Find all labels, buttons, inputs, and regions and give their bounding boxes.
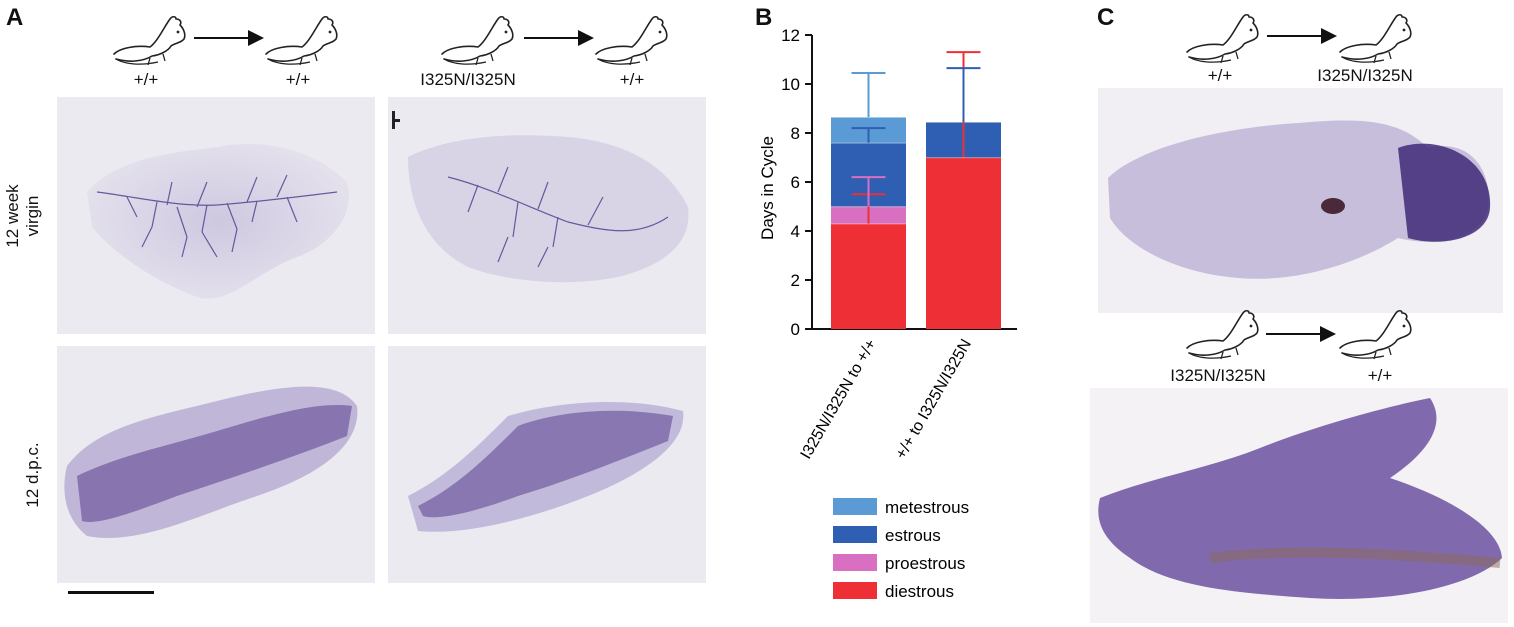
- panel-label-c: C: [1097, 4, 1115, 31]
- panel-label-a: A: [6, 4, 24, 31]
- arrow-right-icon: [1266, 326, 1336, 342]
- y-tick-label: 0: [791, 320, 800, 339]
- y-tick-label: 2: [791, 271, 800, 290]
- whole-mount-image: [388, 97, 706, 334]
- whole-mount-image: [1098, 88, 1503, 313]
- row-label-pregnant: 12 d.p.c.: [23, 442, 42, 508]
- donor-mouse-icon: [441, 15, 514, 66]
- genotype-label: I325N/I325N: [420, 70, 516, 89]
- genotype-label: I325N/I325N: [1317, 66, 1413, 85]
- row-label-virgin: 12 week virgin: [3, 184, 42, 248]
- genotype-label: +/+: [285, 70, 311, 89]
- legend-swatch-diestrous: [833, 582, 877, 599]
- y-tick-label: 12: [781, 26, 800, 45]
- legend-swatch-estrous: [833, 526, 877, 543]
- genotype-label: +/+: [1207, 66, 1233, 85]
- donor-mouse-icon: [1186, 309, 1259, 360]
- y-tick-label: 8: [791, 124, 800, 143]
- legend-label-diestrous: diestrous: [885, 582, 954, 601]
- y-tick-label: 4: [791, 222, 800, 241]
- chart-categories: I325N/I325N to +/+ +/+ to I325N/I325N: [798, 337, 975, 463]
- y-tick-label: 6: [791, 173, 800, 192]
- scale-bar: [68, 591, 154, 594]
- arrow-right-icon: [194, 30, 264, 46]
- whole-mount-image: [1090, 388, 1508, 623]
- whole-mount-image: [57, 346, 375, 583]
- y-tick-label: 10: [781, 75, 800, 94]
- recipient-mouse-icon: [1339, 309, 1412, 360]
- y-axis-label: Days in Cycle: [758, 136, 777, 240]
- chart-bars: [831, 116, 1001, 329]
- donor-mouse-icon: [113, 15, 186, 66]
- arrow-right-icon: [524, 30, 594, 46]
- recipient-mouse-icon: [1339, 13, 1412, 64]
- panel-label-b: B: [755, 4, 773, 31]
- x-category-label: I325N/I325N to +/+: [798, 337, 880, 463]
- donor-mouse-icon: [1186, 13, 1259, 64]
- stacked-bar-chart: 0 2 4 6 8 10 12 I325N/I325N to +/+ +/+ to I325N…: [758, 26, 1017, 601]
- bar-segment-diestrous: [831, 223, 906, 329]
- genotype-label: I325N/I325N: [1170, 366, 1266, 385]
- legend-swatch-proestrous: [833, 554, 877, 571]
- genotype-label: +/+: [133, 70, 159, 89]
- bar-segment-diestrous: [926, 157, 1001, 329]
- genotype-label: +/+: [619, 70, 645, 89]
- recipient-mouse-icon: [595, 15, 668, 66]
- genotype-label: +/+: [1367, 366, 1393, 385]
- x-category-label: +/+ to I325N/I325N: [893, 337, 975, 463]
- recipient-mouse-icon: [265, 15, 338, 66]
- whole-mount-image: [388, 346, 706, 583]
- legend-label-metestrous: metestrous: [885, 498, 969, 517]
- legend-label-estrous: estrous: [885, 526, 941, 545]
- whole-mount-image: [57, 97, 375, 334]
- legend-label-proestrous: proestrous: [885, 554, 965, 573]
- arrow-right-icon: [1267, 28, 1337, 44]
- legend-swatch-metestrous: [833, 498, 877, 515]
- chart-legend: metestrous estrous proestrous diestrous: [833, 498, 969, 601]
- chart-errors: [851, 51, 981, 224]
- chart-ticks: 0 2 4 6 8 10 12: [781, 26, 812, 339]
